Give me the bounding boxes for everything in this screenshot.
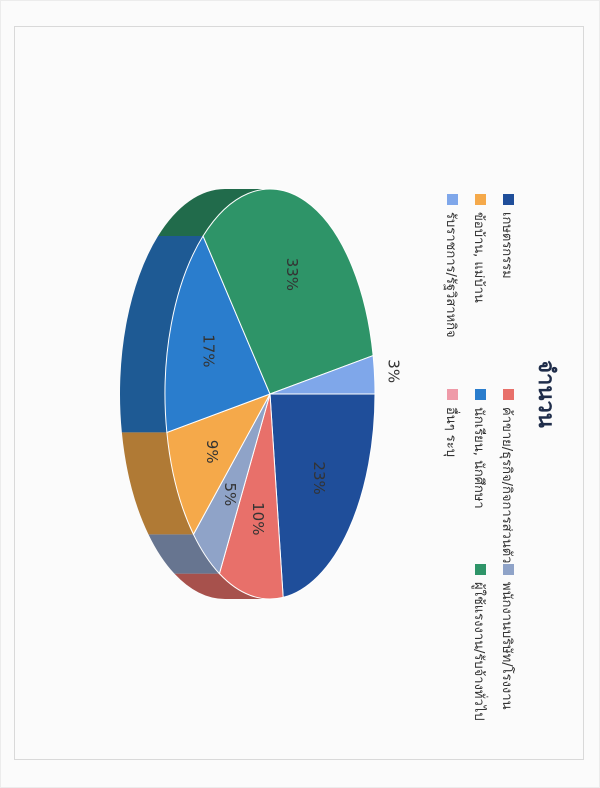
- pie-slice-side: [121, 432, 194, 535]
- slide-frame: [14, 26, 584, 760]
- pie-slice-side: [174, 573, 270, 599]
- pie-slice: [166, 393, 272, 536]
- pie-slice: [269, 393, 376, 599]
- pie-data-label: 23%: [310, 461, 328, 494]
- pie-slice: [164, 234, 271, 434]
- pie-slice: [269, 354, 376, 395]
- pie-data-label: 17%: [200, 334, 218, 367]
- pie-slice: [202, 188, 374, 395]
- pie-slice-side: [148, 534, 220, 574]
- pie-slice: [218, 393, 284, 600]
- pie-slice-side: [158, 189, 270, 237]
- pie-top: [164, 188, 376, 600]
- pie-data-label: 3%: [384, 359, 402, 383]
- pie-data-label: 33%: [283, 258, 301, 291]
- pie-data-label: 9%: [203, 440, 221, 464]
- pie-chart: 23% 10% 5%9% 17% 33% 3%: [120, 188, 403, 600]
- pie-slice-side: [120, 236, 204, 433]
- pie-chart-sheet: จำนวน เกษตรกรรม ค้าขาย/ธุรกิจ/กิจการส่วนต…: [30, 44, 570, 744]
- pie-data-label: 5%: [221, 483, 239, 507]
- pie-side-walls: [120, 189, 270, 599]
- pie-data-label: 10%: [249, 502, 267, 535]
- pie-data-labels: 23% 10% 5%9% 17% 33% 3%: [200, 258, 403, 536]
